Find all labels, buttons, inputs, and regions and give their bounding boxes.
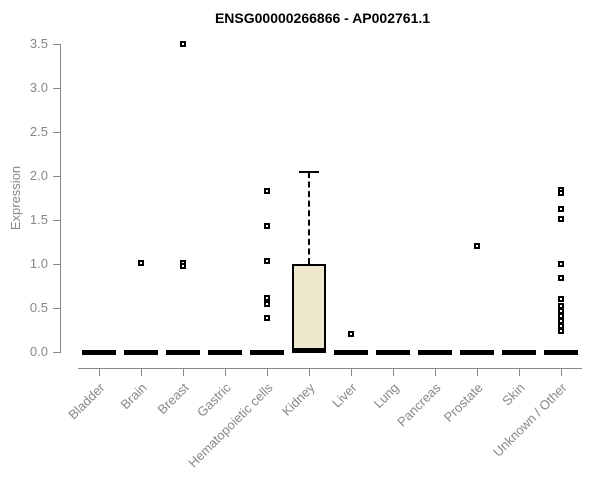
outlier-point	[138, 260, 144, 267]
outlier-point	[264, 187, 270, 194]
y-axis-tick	[53, 88, 60, 89]
median-bar	[418, 350, 452, 355]
outlier-point	[348, 331, 354, 338]
whisker-cap	[299, 170, 319, 173]
median-bar	[166, 350, 200, 355]
outlier-point	[558, 189, 564, 196]
outlier-point	[264, 223, 270, 230]
upper-whisker	[308, 171, 310, 264]
y-axis-tick	[53, 352, 60, 353]
outlier-point	[558, 327, 564, 334]
median-bar	[544, 350, 578, 355]
y-tick-label: 2.0	[29, 168, 48, 183]
x-axis-tick	[309, 368, 310, 376]
outlier-point	[558, 322, 564, 329]
y-tick-label: 3.5	[29, 36, 48, 51]
x-axis-tick	[435, 368, 436, 376]
x-axis-tick	[477, 368, 478, 376]
median-bar	[460, 350, 494, 355]
y-axis-tick	[53, 264, 60, 265]
outlier-point	[558, 312, 564, 319]
median-bar	[334, 350, 368, 355]
x-axis-tick	[225, 368, 226, 376]
box	[292, 264, 326, 353]
outlier-point	[180, 41, 186, 47]
outlier-point	[558, 205, 564, 212]
y-axis-tick	[53, 176, 60, 177]
y-axis-tick	[53, 132, 60, 133]
outlier-point	[558, 216, 564, 223]
outlier-point	[264, 295, 270, 302]
y-axis-tick	[53, 220, 60, 221]
outlier-point	[264, 314, 270, 321]
x-axis-tick	[351, 368, 352, 376]
y-axis-tick	[53, 308, 60, 309]
x-axis-tick	[393, 368, 394, 376]
outlier-point	[474, 242, 480, 249]
outlier-point	[264, 300, 270, 307]
outlier-point	[558, 261, 564, 267]
median-bar	[250, 350, 284, 355]
outlier-point	[264, 258, 270, 265]
y-axis-label: Expression	[8, 165, 23, 231]
y-tick-label: 3.0	[29, 80, 48, 95]
chart-title: ENSG00000266866 - AP002761.1	[214, 10, 431, 26]
outlier-point	[558, 307, 564, 314]
median-bar	[376, 350, 410, 355]
median-bar	[292, 348, 326, 354]
median-bar	[124, 350, 158, 355]
x-axis-tick	[561, 368, 562, 376]
x-axis-tick	[183, 368, 184, 376]
x-axis-tick	[141, 368, 142, 376]
y-tick-label: 1.0	[29, 256, 48, 271]
median-bar	[502, 350, 536, 355]
y-tick-label: 2.5	[29, 124, 48, 139]
median-bar	[208, 350, 242, 355]
y-tick-label: 0.5	[29, 300, 48, 315]
outlier-point	[558, 275, 564, 282]
y-axis-tick	[53, 44, 60, 45]
x-axis-tick	[99, 368, 100, 376]
x-axis-tick	[519, 368, 520, 376]
median-bar	[82, 350, 116, 355]
y-tick-label: 1.5	[29, 212, 48, 227]
x-axis-line	[78, 368, 582, 369]
x-axis-tick	[267, 368, 268, 376]
outlier-point	[180, 262, 186, 269]
y-tick-label: 0.0	[29, 344, 48, 359]
outlier-point	[558, 296, 564, 303]
y-axis-line	[60, 44, 61, 353]
